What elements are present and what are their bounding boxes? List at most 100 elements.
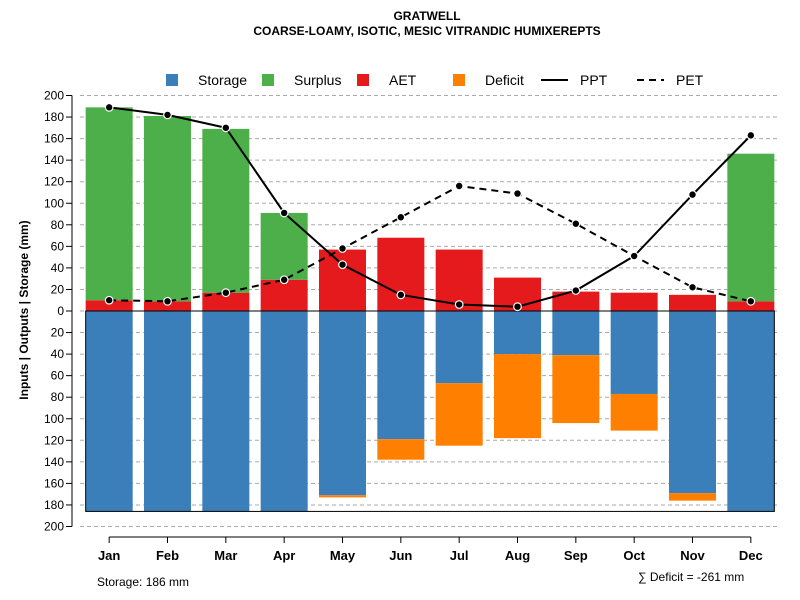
legend-swatch-surplus <box>262 74 274 86</box>
ppt-point <box>104 102 114 112</box>
legend-label-surplus: Surplus <box>294 72 341 88</box>
ppt-point <box>396 290 406 300</box>
y-tick-label: 180 <box>44 498 64 512</box>
pet-point <box>513 189 522 198</box>
ppt-point <box>221 123 231 133</box>
aet-bar <box>319 249 366 311</box>
y-tick-label: 20 <box>51 282 65 296</box>
y-tick-label: 80 <box>51 218 65 232</box>
y-tick-label: 120 <box>44 433 64 447</box>
x-tick-label: Jun <box>389 548 412 563</box>
storage-bar <box>552 311 600 356</box>
aet-bar <box>669 294 716 311</box>
legend-label-ppt: PPT <box>580 72 608 88</box>
deficit-bar <box>552 355 600 424</box>
deficit-footnote: ∑ Deficit = -261 mm <box>638 570 745 584</box>
pet-point <box>163 296 172 306</box>
pet-point <box>221 288 231 298</box>
y-tick-label: 0 <box>57 304 64 318</box>
y-tick-label: 200 <box>44 520 64 534</box>
deficit-bar <box>494 354 541 439</box>
chart-subtitle: COARSE-LOAMY, ISOTIC, MESIC VITRANDIC HU… <box>253 24 601 38</box>
y-tick-label: 60 <box>51 369 65 383</box>
aet-bar <box>610 292 658 311</box>
storage-bar <box>435 311 483 384</box>
deficit-bar <box>377 439 425 460</box>
ppt-point <box>454 300 464 309</box>
legend-label-deficit: Deficit <box>485 72 524 88</box>
y-tick-label: 140 <box>44 153 64 167</box>
legend-swatch-storage <box>166 74 178 86</box>
ppt-point <box>279 208 289 218</box>
legend-swatch-aet <box>357 74 369 86</box>
y-tick-label: 40 <box>51 261 65 275</box>
ppt-point <box>513 302 522 312</box>
x-tick-label: Sep <box>564 548 588 563</box>
y-tick-label: 180 <box>44 110 64 124</box>
storage-bar <box>85 311 133 512</box>
y-tick-label: 40 <box>51 347 65 361</box>
y-tick-label: 120 <box>44 175 64 189</box>
y-tick-label: 100 <box>44 196 64 210</box>
deficit-bar <box>610 393 658 431</box>
storage-bar <box>144 311 191 512</box>
x-tick-label: Aug <box>505 548 530 563</box>
pet-point <box>746 296 756 306</box>
ppt-point <box>629 251 639 261</box>
x-tick-label: Mar <box>214 548 237 563</box>
x-tick-label: Apr <box>273 548 295 563</box>
pet-point <box>104 295 114 305</box>
surplus-bar <box>727 153 775 302</box>
x-tick-label: Oct <box>623 548 645 563</box>
pet-point <box>454 181 464 191</box>
storage-bar <box>377 311 425 440</box>
legend-label-storage: Storage <box>198 72 247 88</box>
pet-point <box>688 282 697 292</box>
storage-bar <box>260 311 308 512</box>
x-tick-label: Jul <box>450 548 469 563</box>
y-tick-label: 160 <box>44 476 64 490</box>
legend-label-aet: AET <box>389 72 417 88</box>
deficit-bar <box>435 383 483 446</box>
pet-point <box>279 275 289 285</box>
aet-bar <box>85 300 133 311</box>
y-tick-label: 20 <box>51 326 65 340</box>
aet-bar <box>260 279 308 311</box>
ppt-point <box>338 260 347 270</box>
y-tick-label: 100 <box>44 412 64 426</box>
ppt-line <box>109 106 752 308</box>
surplus-bar <box>144 115 191 302</box>
pet-point <box>338 244 347 253</box>
deficit-bar <box>669 493 716 501</box>
chart-title: GRATWELL <box>393 9 461 23</box>
legend-swatch-deficit <box>453 74 465 86</box>
y-tick-label: 80 <box>51 390 65 404</box>
aet-bar <box>727 301 775 311</box>
ppt-point <box>688 190 697 200</box>
surplus-bar <box>202 128 250 293</box>
pet-line <box>109 184 752 303</box>
x-tick-label: Dec <box>739 548 763 563</box>
x-tick-label: Feb <box>156 548 179 563</box>
y-tick-label: 200 <box>44 89 64 103</box>
deficit-bar <box>319 495 366 498</box>
surplus-bar <box>85 107 133 301</box>
aet-bar <box>202 292 250 311</box>
aet-bar <box>144 301 191 311</box>
legend-label-pet: PET <box>676 72 704 88</box>
aet-bar <box>552 291 600 311</box>
storage-bar <box>727 311 775 512</box>
x-tick-label: May <box>330 548 356 563</box>
y-tick-label: 140 <box>44 455 64 469</box>
storage-footnote: Storage: 186 mm <box>97 575 190 589</box>
x-tick-label: Nov <box>680 548 705 563</box>
ppt-point <box>746 130 756 140</box>
aet-bar <box>377 237 425 311</box>
pet-point <box>571 219 581 229</box>
x-tick-label: Jan <box>98 548 120 563</box>
storage-bar <box>610 311 658 394</box>
surplus-bar <box>260 212 308 280</box>
storage-bar <box>669 311 716 494</box>
pet-point <box>396 212 406 222</box>
